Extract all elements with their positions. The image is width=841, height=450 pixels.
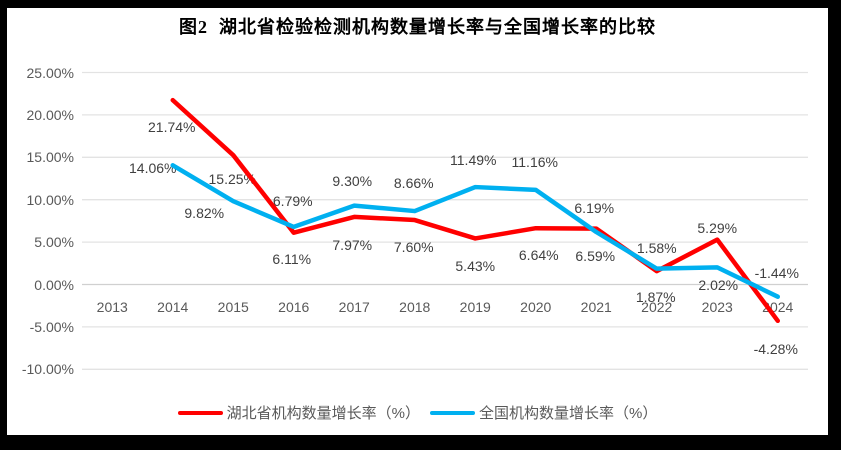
data-label-2014-s0: 21.74% [148, 119, 196, 136]
y-axis-tick-label: -5.00% [29, 318, 74, 335]
axis-and-labels-layer: 25.00% 20.00% 15.00% 10.00% 5.00% 0.00% -5.00%… [7, 8, 828, 435]
legend-label-national: 全国机构数量增长率（%） [479, 405, 658, 422]
data-label-2024-s1: -1.44% [754, 264, 799, 281]
x-axis-label-2023: 2023 [701, 299, 733, 315]
data-label-2018-s0: 7.60% [393, 239, 434, 256]
chart-canvas: 图2 湖北省检验检测机构数量增长率与全国增长率的比较 25.00% 20.00% 1… [7, 8, 828, 435]
data-label-2021-s1: 6.19% [574, 200, 615, 216]
x-axis-label-2019: 2019 [459, 299, 491, 315]
national-line-swatch [430, 410, 475, 415]
y-axis-tick-label: 0.00% [34, 276, 74, 293]
y-axis-tick-label: 20.00% [26, 106, 74, 123]
y-axis-tick-label: 10.00% [26, 191, 74, 208]
data-label-2022-s1: 1.87% [635, 288, 676, 305]
data-label-2020-s1: 11.16% [511, 153, 558, 170]
x-axis-label-2013: 2013 [96, 299, 128, 315]
data-label-2015-s1: 9.82% [184, 205, 225, 222]
x-axis-label-2020: 2020 [520, 299, 552, 315]
legend-item-hubei: 湖北省机构数量增长率（%） [177, 402, 420, 423]
data-label-2023-s0: 5.29% [697, 219, 738, 236]
data-label-2024-s0: -4.28% [753, 340, 798, 357]
data-label-2016-s1: 6.79% [272, 192, 313, 209]
x-axis-label-2014: 2014 [157, 299, 189, 315]
chart-legend: 湖北省机构数量增长率（%） 全国机构数量增长率（%） [7, 402, 828, 423]
y-axis-tick-label: 5.00% [34, 234, 74, 251]
x-axis-label-2017: 2017 [338, 299, 370, 315]
x-axis-label-2024: 2024 [762, 299, 794, 315]
x-axis-label-2021: 2021 [580, 299, 612, 315]
hubei-line-swatch [177, 410, 223, 415]
chart-title: 图2 湖北省检验检测机构数量增长率与全国增长率的比较 [179, 17, 656, 37]
legend-label-hubei: 湖北省机构数量增长率（%） [226, 405, 420, 422]
x-axis-label-2015: 2015 [217, 299, 249, 315]
y-axis-tick-label: -10.00% [21, 361, 74, 378]
data-label-2015-s0: 15.25% [208, 171, 256, 188]
data-label-2014-s1: 14.06% [129, 160, 177, 177]
x-axis-label-2018: 2018 [399, 299, 431, 315]
data-label-2018-s1: 8.66% [393, 175, 434, 192]
y-axis-tick-label: 25.00% [26, 64, 74, 81]
x-axis-label-2016: 2016 [278, 299, 310, 315]
data-label-2022-s0: 1.58% [636, 240, 677, 257]
y-axis-tick-label: 15.00% [26, 149, 74, 166]
legend-item-national: 全国机构数量增长率（%） [430, 402, 657, 423]
data-label-2019-s0: 5.43% [455, 258, 496, 275]
